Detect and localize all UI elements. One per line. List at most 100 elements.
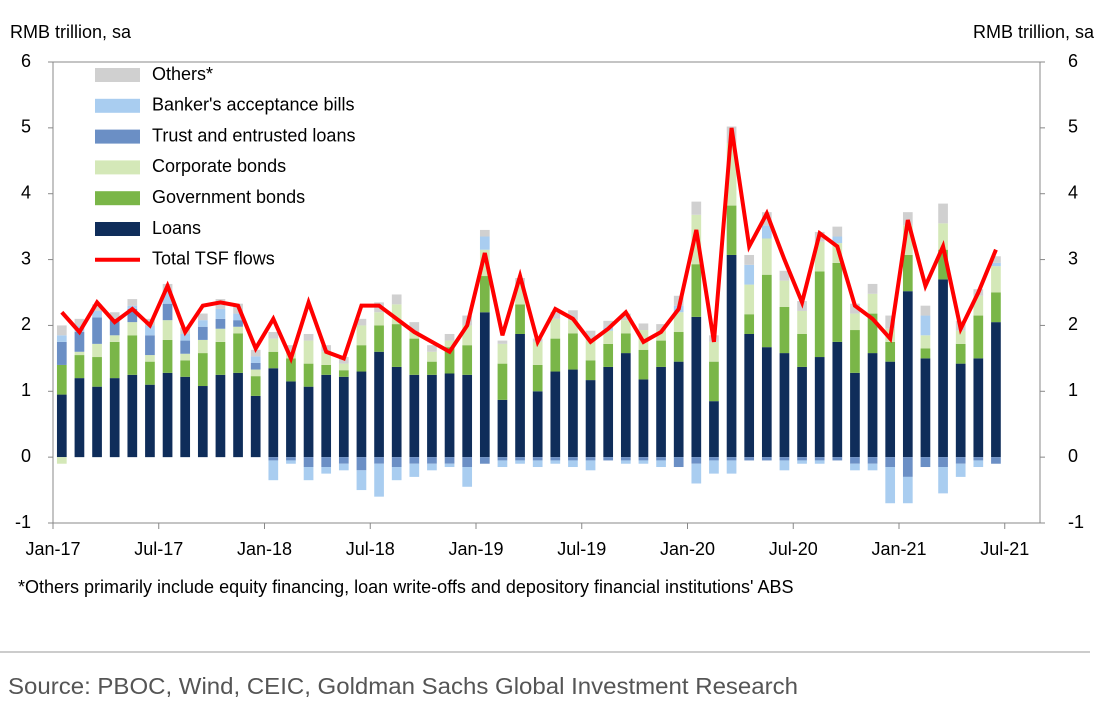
bar-segment	[56, 325, 67, 336]
bar-segment	[321, 467, 332, 474]
legend-label: Banker's acceptance bills	[152, 95, 355, 115]
bar-segment	[550, 460, 561, 464]
bar-segment	[374, 312, 384, 326]
bar-segment	[920, 358, 931, 458]
bar-segment	[197, 353, 208, 387]
bar-segment	[462, 345, 473, 375]
bar-segment	[286, 457, 296, 461]
bar-segment	[197, 386, 208, 458]
bar-segment	[391, 324, 402, 367]
bar-segment	[832, 226, 843, 237]
bar-segment	[74, 355, 85, 379]
x-tick-label: Jan-17	[25, 539, 80, 559]
x-tick-label: Jan-18	[237, 539, 292, 559]
footnote: *Others primarily include equity financi…	[18, 577, 794, 597]
x-tick-label: Jul-17	[134, 539, 183, 559]
legend-label: Government bonds	[152, 187, 305, 207]
bar-segment	[585, 330, 596, 341]
bar-segment	[145, 361, 155, 385]
bar-segment	[250, 369, 261, 377]
y2-tick-label: 0	[1068, 446, 1078, 466]
bar-segment	[568, 333, 578, 370]
bar-segment	[338, 376, 349, 458]
bar-segment	[656, 324, 666, 331]
bar-segment	[427, 457, 437, 464]
bar-segment	[356, 345, 367, 372]
bar-segment	[409, 374, 420, 458]
bar-segment	[268, 460, 279, 481]
bar-segment	[973, 315, 984, 359]
bar-segment	[761, 225, 772, 239]
bar-segment	[761, 457, 772, 461]
bar-segment	[109, 312, 120, 319]
bar-segment	[638, 457, 649, 461]
bar-segment	[973, 295, 984, 316]
bar-segment	[867, 457, 878, 464]
bar-segment	[180, 360, 191, 377]
bar-segment	[479, 229, 490, 237]
bar-segment	[444, 333, 455, 341]
bar-segment	[709, 460, 719, 474]
bar-segment	[938, 467, 948, 494]
bar-segment	[356, 470, 367, 491]
bar-segment	[250, 395, 261, 458]
bar-segment	[92, 304, 102, 311]
bar-segment	[885, 315, 896, 329]
bar-segment	[638, 379, 649, 458]
bar-segment	[356, 457, 367, 471]
bar-segment	[902, 457, 913, 477]
bar-segment	[955, 330, 966, 344]
bar-segment	[374, 325, 384, 352]
bar-segment	[180, 376, 191, 458]
bar-segment	[409, 332, 420, 339]
bar-segment	[779, 460, 790, 471]
bar-segment	[479, 236, 490, 250]
bar-segment	[850, 372, 860, 458]
x-tick-label: Jul-18	[346, 539, 395, 559]
bar-segment	[902, 254, 913, 292]
bar-segment	[709, 401, 719, 458]
bar-segment	[479, 249, 490, 277]
bar-segment	[814, 460, 825, 464]
bar-segment	[215, 328, 226, 342]
bar-segment	[726, 205, 737, 255]
bar-segment	[585, 460, 596, 471]
x-tick-label: Jul-21	[980, 539, 1029, 559]
bar-segment	[215, 374, 226, 458]
bar-segment	[145, 335, 155, 356]
bar-segment	[779, 280, 790, 307]
bar-segment	[568, 310, 578, 321]
bar-segment	[797, 460, 807, 464]
bar-segment	[761, 238, 772, 275]
bar-segment	[338, 463, 349, 471]
x-tick-label: Jan-19	[448, 539, 503, 559]
bar-segment	[779, 457, 790, 461]
bar-segment	[56, 457, 67, 464]
bar-segment	[550, 312, 561, 319]
bar-segment	[109, 318, 120, 336]
plot-frame	[52, 61, 1041, 524]
bar-segment	[850, 463, 860, 471]
bar-segment	[356, 325, 367, 346]
bar-segment	[127, 299, 138, 306]
bar-segment	[814, 271, 825, 358]
bar-segment	[374, 457, 384, 464]
bar-segment	[991, 322, 1001, 458]
bar-segment	[427, 361, 437, 375]
bar-segment	[532, 460, 543, 468]
bar-segment	[145, 325, 155, 336]
bar-segment	[673, 332, 684, 362]
bar-segment	[656, 366, 666, 458]
x-tick-label: Jul-20	[769, 539, 818, 559]
bar-segment	[585, 360, 596, 381]
bar-segment	[991, 266, 1001, 293]
y2-tick-label: 2	[1068, 314, 1078, 334]
bar-segment	[568, 460, 578, 468]
bar-segment	[797, 310, 807, 334]
bar-segment	[938, 249, 948, 280]
y-tick-label: 1	[21, 380, 31, 400]
bar-segment	[673, 457, 684, 468]
legend-label: Total TSF flows	[152, 249, 275, 269]
bar-segment	[832, 341, 843, 458]
bar-segment	[814, 241, 825, 272]
